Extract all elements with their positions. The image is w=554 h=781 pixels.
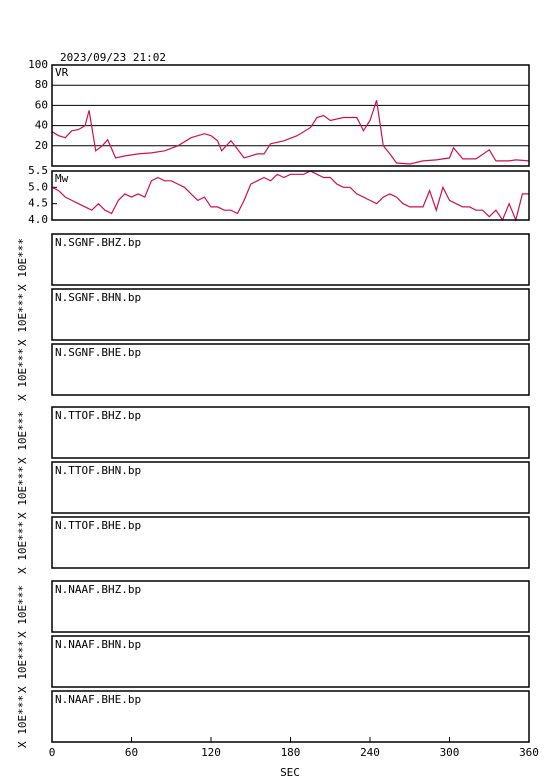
y-tick-label: 40 bbox=[35, 119, 48, 132]
trace-panel bbox=[51, 343, 530, 396]
trace-panel bbox=[51, 288, 530, 341]
trace-ylabel: X 10E*** bbox=[16, 348, 29, 401]
trace-label: N.SGNF.BHZ.bp bbox=[55, 236, 141, 249]
trace-ylabel: X 10E*** bbox=[16, 411, 29, 464]
x-tick-label: 300 bbox=[440, 746, 460, 759]
trace-label: N.TTOF.BHE.bp bbox=[55, 519, 141, 532]
trace-ylabel: X 10E*** bbox=[16, 521, 29, 574]
trace-label: N.SGNF.BHE.bp bbox=[55, 346, 141, 359]
x-tick-label: 120 bbox=[201, 746, 221, 759]
data-line bbox=[51, 170, 529, 222]
y-tick-label: 4.0 bbox=[28, 213, 48, 226]
panel-label: VR bbox=[55, 66, 69, 79]
panel-frame bbox=[51, 170, 530, 221]
x-axis-label: SEC bbox=[280, 766, 300, 779]
panel-label: Mw bbox=[55, 172, 69, 185]
trace-ylabel: X 10E*** bbox=[16, 238, 29, 291]
y-tick-label: 4.5 bbox=[28, 197, 48, 210]
trace-panel bbox=[51, 516, 530, 569]
trace-label: N.NAAF.BHN.bp bbox=[55, 638, 141, 651]
trace-label: N.TTOF.BHN.bp bbox=[55, 464, 141, 477]
trace-label: N.TTOF.BHZ.bp bbox=[55, 409, 141, 422]
x-tick-label: 180 bbox=[281, 746, 301, 759]
trace-panel bbox=[51, 233, 530, 286]
x-tick-label: 360 bbox=[519, 746, 539, 759]
panel-frame bbox=[51, 64, 530, 167]
trace-panel bbox=[51, 461, 530, 514]
x-tick-label: 60 bbox=[125, 746, 138, 759]
title: 2023/09/23 21:02 bbox=[60, 51, 166, 64]
trace-label: N.NAAF.BHE.bp bbox=[55, 693, 141, 706]
data-line bbox=[51, 100, 530, 165]
y-tick-label: 100 bbox=[28, 58, 48, 71]
y-tick-label: 80 bbox=[35, 78, 48, 91]
trace-panel bbox=[51, 635, 530, 688]
y-tick-label: 5.5 bbox=[28, 164, 48, 177]
trace-ylabel: X 10E*** bbox=[16, 695, 29, 748]
trace-panel bbox=[51, 580, 530, 633]
y-tick-label: 60 bbox=[35, 98, 48, 111]
x-tick-label: 0 bbox=[49, 746, 56, 759]
y-tick-label: 5.0 bbox=[28, 180, 48, 193]
trace-ylabel: X 10E*** bbox=[16, 640, 29, 693]
trace-label: N.SGNF.BHN.bp bbox=[55, 291, 141, 304]
y-tick-label: 20 bbox=[35, 139, 48, 152]
x-tick-label: 240 bbox=[360, 746, 380, 759]
trace-ylabel: X 10E*** bbox=[16, 585, 29, 638]
trace-ylabel: X 10E*** bbox=[16, 466, 29, 519]
trace-panel bbox=[51, 406, 530, 459]
trace-ylabel: X 10E*** bbox=[16, 293, 29, 346]
trace-label: N.NAAF.BHZ.bp bbox=[55, 583, 141, 596]
